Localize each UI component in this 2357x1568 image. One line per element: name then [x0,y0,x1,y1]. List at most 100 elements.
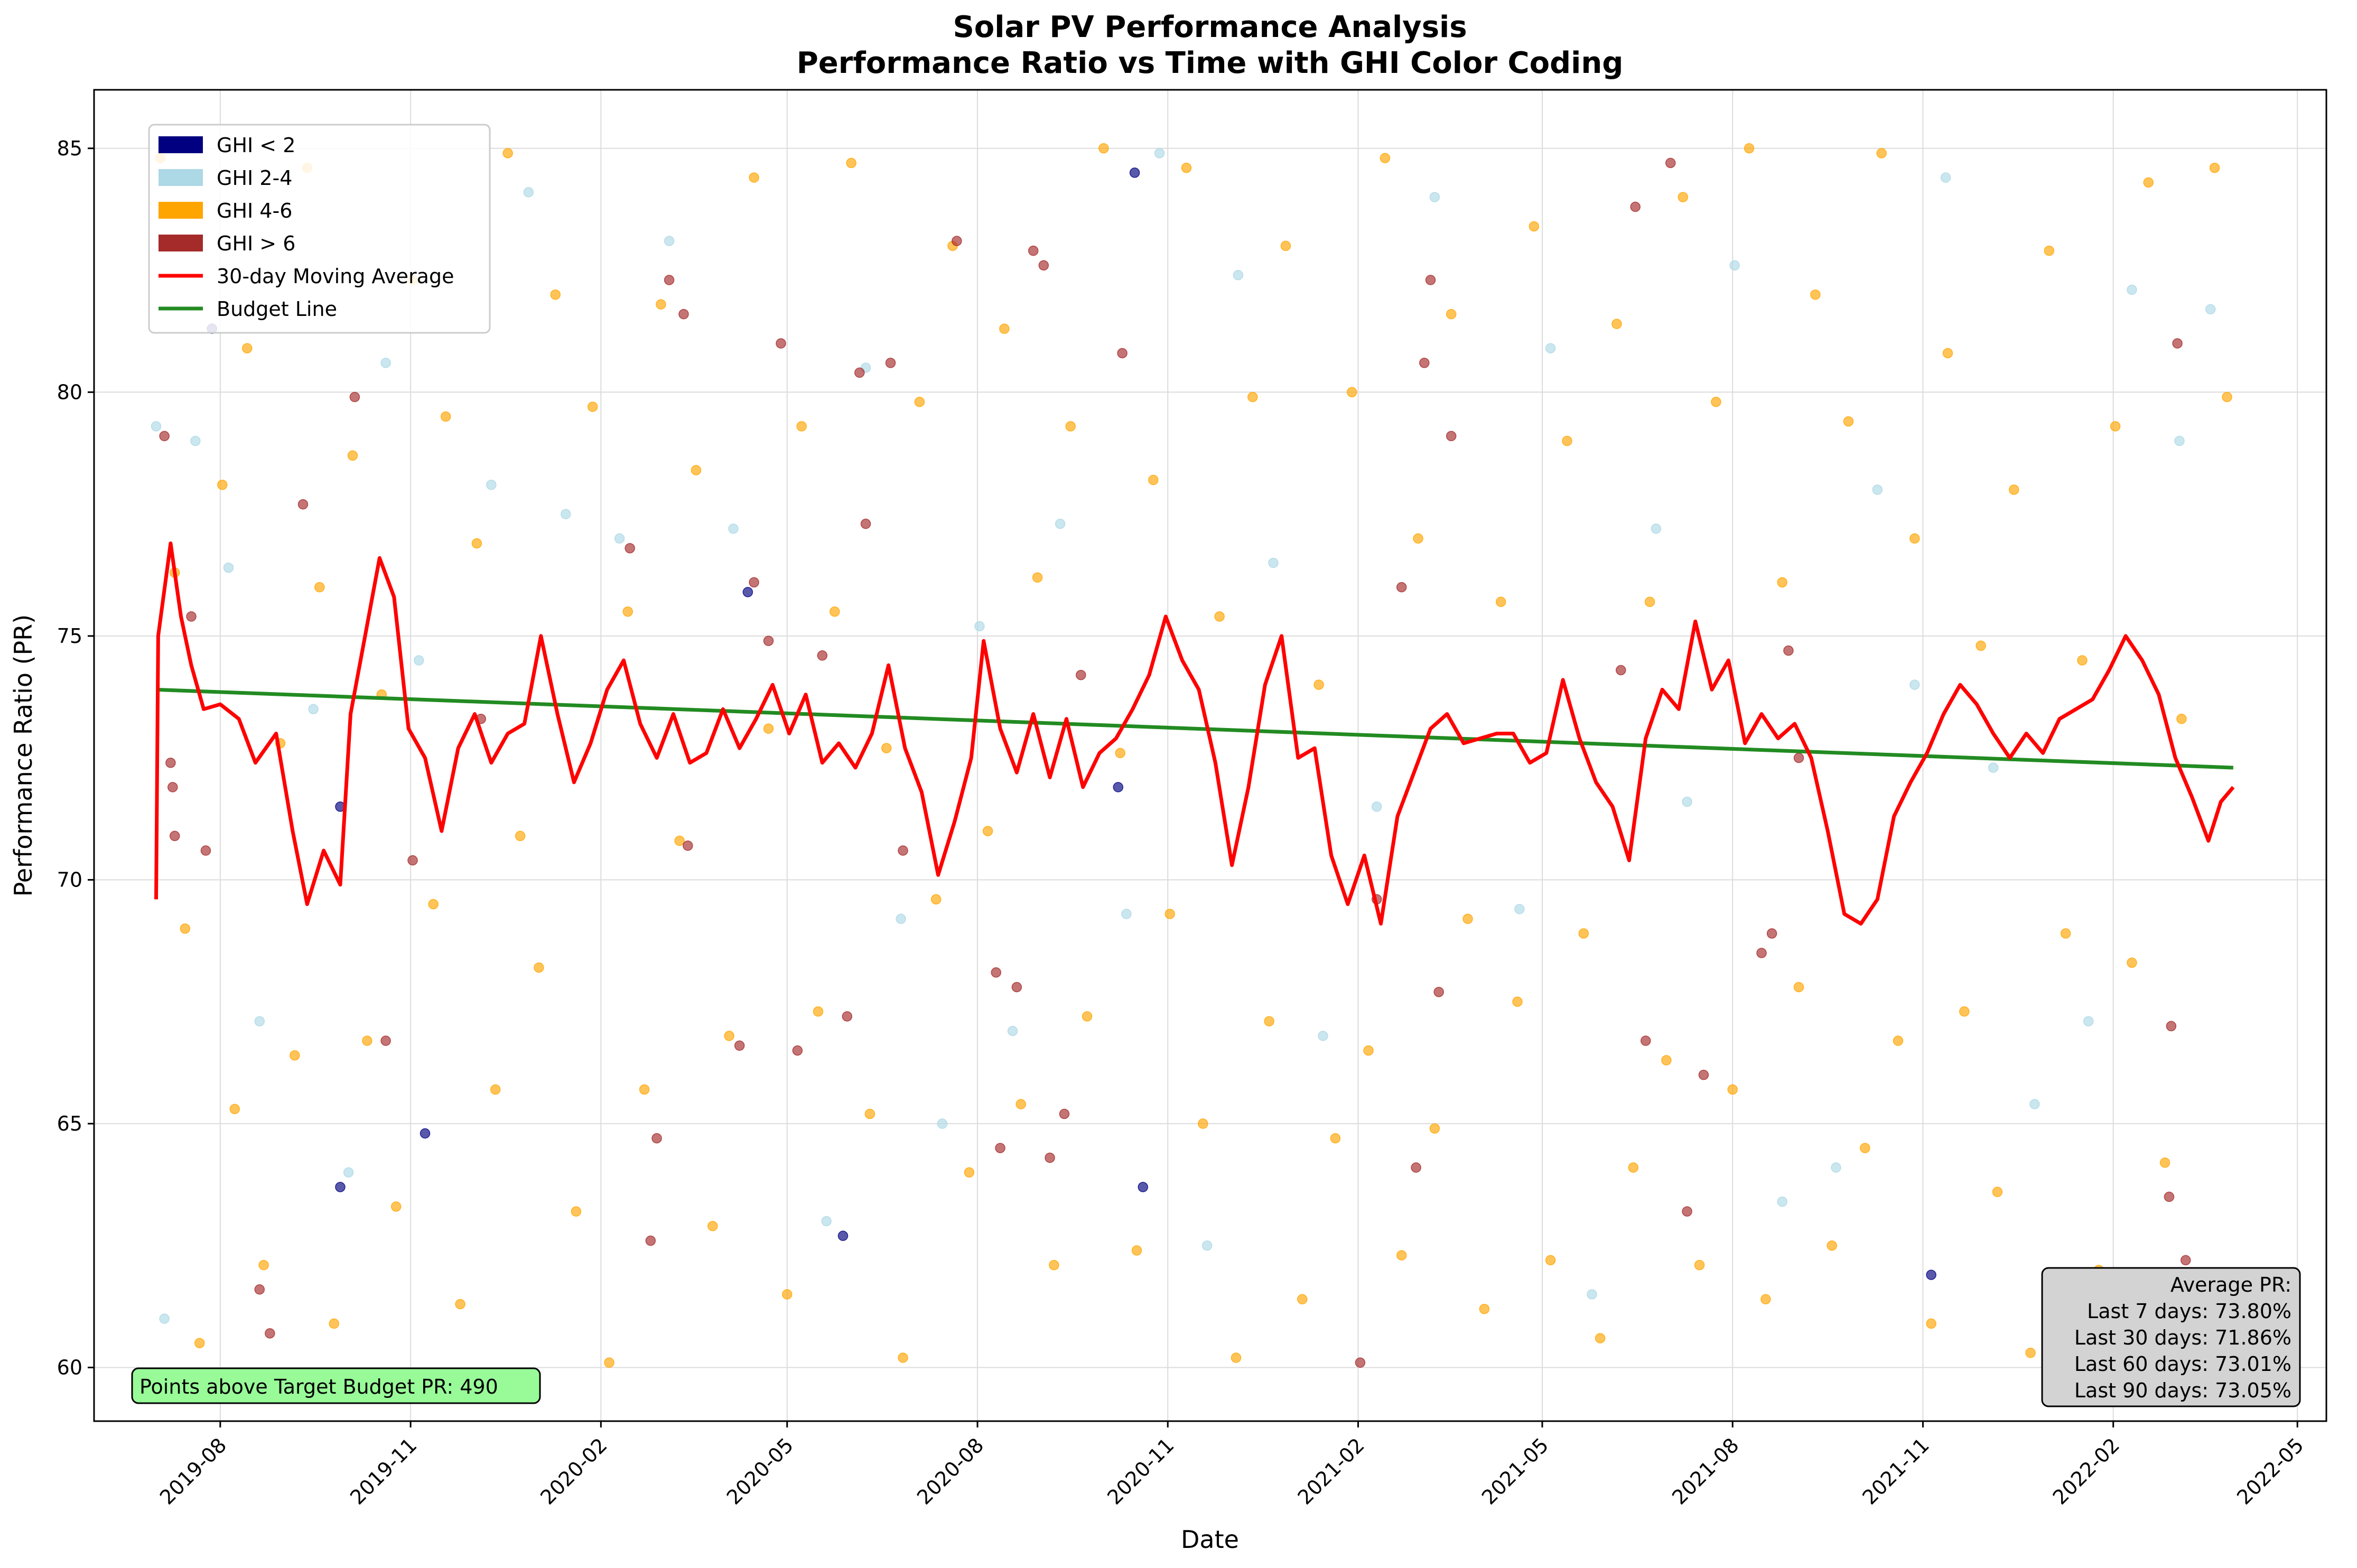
scatter-point [678,309,689,320]
scatter-point [1698,1069,1709,1080]
scatter-point [930,894,942,905]
scatter-point [1678,192,1688,202]
scatter-point [1059,1108,1070,1119]
scatter-point [486,479,497,490]
scatter-point [151,421,162,432]
scatter-point [2209,162,2220,173]
scatter-point [1214,611,1225,622]
y-tick-label: 85 [57,137,82,160]
scatter-point [2025,1348,2036,1358]
scatter-point [1777,577,1787,588]
scatter-point [837,1230,849,1241]
scatter-point [1727,1084,1738,1095]
scatter-point [1076,669,1086,680]
scatter-point [1682,1206,1692,1217]
scatter-point [2143,177,2154,188]
scatter-point [1131,1245,1142,1256]
scatter-point [860,518,871,529]
scatter-point [2180,1255,2191,1266]
scatter-series [159,157,2191,1368]
legend-label: GHI 2-4 [217,166,292,190]
scatter-point [380,358,391,368]
scatter-point [1694,1259,1705,1271]
points-above-budget-frame [131,1367,541,1404]
scatter-point [1926,1318,1936,1329]
moving-average-line [154,542,2235,926]
legend-label: Budget Line [217,297,337,321]
scatter-point [159,431,170,442]
legend-items: GHI < 2 GHI 2-4 GHI 4-6 GHI > 6 30-day Movin… [159,134,454,321]
scatter-point [587,402,598,412]
legend-swatch [159,235,203,251]
scatter-point [1682,796,1692,807]
scatter-point [1926,1270,1936,1280]
scatter-point [664,236,675,246]
scatter-point [2172,338,2183,349]
scatter-point [1032,572,1043,583]
scatter-point [1446,309,1457,320]
scatter-point [1711,397,1721,407]
y-tick-label: 60 [57,1356,82,1379]
scatter-point [1595,1333,1606,1343]
scatter-point [1268,557,1279,568]
legend: GHI < 2 GHI 2-4 GHI 4-6 GHI > 6 30-day Movin… [148,124,491,334]
scatter-point [1611,319,1622,329]
scatter-point [229,1104,240,1114]
scatter-point [2083,1016,2094,1026]
scatter-point [440,411,451,422]
scatter-point [1479,1303,1490,1314]
scatter-point [455,1299,465,1310]
scatter-series [155,143,2232,1368]
scatter-point [258,1259,269,1271]
scatter-point [1115,748,1125,759]
scatter-point [1587,1289,1597,1300]
scatter-point [502,148,513,158]
scatter-point [1231,1352,1242,1363]
scatter-point [982,826,993,836]
scatter-point [1992,1187,2003,1197]
scatter-point [428,899,439,910]
scatter-point [854,367,865,378]
plot-frame [93,89,2327,1422]
scatter-point [830,606,840,617]
scatter-point [2174,435,2185,446]
scatter-point [1413,533,1423,544]
scatter-point [2127,957,2137,968]
scatter-point [898,1352,908,1363]
scatter-point [1148,474,1159,486]
scatter-point [664,275,675,285]
scatter-point [1380,153,1391,163]
legend-item: GHI < 2 [159,134,295,157]
scatter-point [1545,343,1556,353]
scatter-point [159,1313,170,1324]
scatter-point [817,650,828,661]
average-pr-box: Average PR: Last 7 days: 73.80% Last 30 … [2041,1267,2301,1407]
scatter-point [1766,928,1777,939]
chart-title: Solar PV Performance Analysis [953,10,1467,44]
scatter-point [625,543,635,554]
scatter-point [561,509,571,519]
scatter-point [2127,284,2137,295]
scatter-point [2205,304,2216,315]
scatter-point [639,1084,650,1095]
scatter-point [2164,1191,2175,1202]
scatter-point [1233,270,1244,281]
scatter-point [792,1045,803,1056]
legend-label: GHI 4-6 [217,199,292,222]
scatter-point [2029,1099,2040,1109]
scatter-point [254,1016,265,1026]
scatter-point [1909,533,1920,544]
scatter-point [1793,982,1804,993]
scatter-point [1843,416,1854,427]
scatter-point [724,1031,734,1041]
legend-label: 30-day Moving Average [217,265,454,288]
scatter-point [1429,1123,1440,1134]
scatter-point [1330,1133,1341,1144]
scatter-point [1117,348,1128,359]
scatter-point [1827,1240,1837,1251]
scatter-point [614,533,625,544]
scatter-point [349,391,360,403]
scatter-point [1729,260,1740,271]
scatter-point [1495,596,1506,607]
